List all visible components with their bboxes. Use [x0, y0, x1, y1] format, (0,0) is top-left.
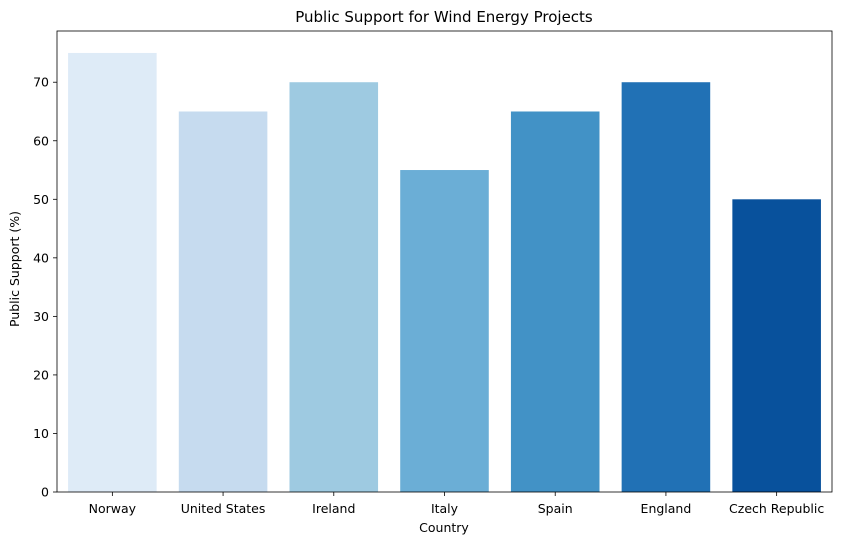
bars-layer: [68, 52, 821, 493]
x-tick-label: Norway: [89, 501, 137, 516]
y-tick-label: 10: [33, 426, 49, 441]
bar-united-states: [178, 111, 268, 493]
y-tick-label: 30: [33, 309, 49, 324]
bar-italy: [400, 170, 489, 492]
bar-ireland: [289, 82, 379, 492]
y-axis-label: Public Support (%): [7, 211, 22, 327]
y-tick-label: 60: [33, 133, 49, 148]
x-tick-label: England: [641, 501, 692, 516]
x-tick-label: United States: [181, 501, 266, 516]
plot-frame: [56, 30, 833, 493]
x-tick-label: Ireland: [312, 501, 355, 516]
x-axis-label: Country: [419, 520, 469, 535]
labels-layer: Public Support for Wind Energy Projects …: [7, 8, 824, 535]
axes-layer: [53, 30, 833, 496]
y-tick-label: 0: [41, 485, 49, 500]
x-tick-label: Spain: [538, 501, 573, 516]
y-tick-label: 40: [33, 250, 49, 265]
x-tick-label: Italy: [431, 501, 459, 516]
bar-england: [621, 82, 711, 492]
bar-czech-republic: [732, 199, 821, 493]
chart-title: Public Support for Wind Energy Projects: [295, 8, 593, 26]
y-tick-label: 50: [33, 192, 49, 207]
bar-spain: [510, 111, 600, 493]
x-tick-label: Czech Republic: [729, 501, 824, 516]
y-tick-label: 20: [33, 367, 49, 382]
y-tick-label: 70: [33, 75, 49, 90]
bar-norway: [68, 52, 157, 492]
